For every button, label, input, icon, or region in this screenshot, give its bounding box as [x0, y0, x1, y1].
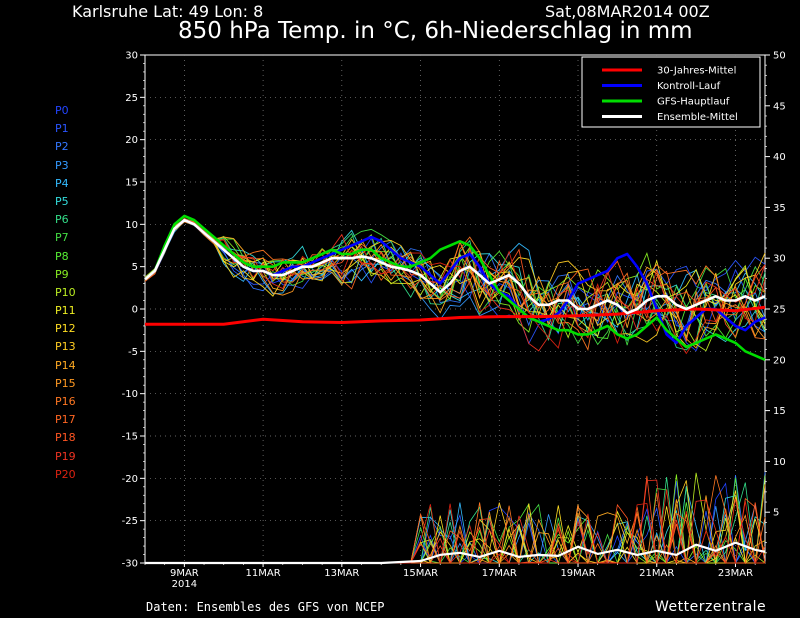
brand-label: Wetterzentrale — [655, 599, 767, 615]
y-right-tick-label: 25 — [773, 305, 786, 316]
member-label-p2: P2 — [55, 140, 69, 154]
x-tick-label: 15MAR — [403, 568, 438, 579]
y-left-tick-label: 0 — [132, 305, 138, 316]
y-left-tick-label: 5 — [132, 262, 138, 273]
member-label-p18: P18 — [55, 431, 76, 445]
y-left-tick-label: -20 — [122, 474, 138, 485]
legend-label: 30-Jahres-Mittel — [657, 66, 736, 77]
x-tick-label: 13MAR — [324, 568, 359, 579]
legend-label: GFS-Hauptlauf — [657, 97, 730, 108]
y-left-tick-label: -15 — [122, 432, 138, 443]
member-label-p13: P13 — [55, 340, 76, 354]
x-tick-label: 9MAR — [170, 568, 199, 579]
y-left-tick-label: 30 — [125, 51, 138, 62]
legend-label: Ensemble-Mittel — [657, 112, 738, 123]
y-right-tick-label: 45 — [773, 101, 786, 112]
member-label-p3: P3 — [55, 158, 69, 172]
climate-mean-line — [145, 305, 766, 326]
x-tick-label: 21MAR — [639, 568, 674, 579]
y-left-tick-label: -25 — [122, 516, 138, 527]
y-right-tick-label: 40 — [773, 152, 786, 163]
member-label-p1: P1 — [55, 122, 69, 136]
data-source-label: Daten: Ensembles des GFS von NCEP — [146, 600, 385, 614]
y-right-tick-label: 15 — [773, 406, 786, 417]
y-left-tick-label: 25 — [125, 93, 138, 104]
member-label-p14: P14 — [55, 358, 76, 372]
chart-title: 850 hPa Temp. in °C, 6h-Niederschlag in … — [178, 18, 693, 44]
ensemble-mean-precip-line — [145, 541, 766, 565]
member-line-p15 — [144, 220, 766, 341]
y-right-tick-label: 30 — [773, 254, 786, 265]
member-label-p16: P16 — [55, 395, 76, 408]
ensemble-mean-line — [144, 218, 766, 315]
x-tick-label: 19MAR — [560, 568, 595, 579]
x-tick-sublabel: 2014 — [172, 579, 197, 590]
member-label-p4: P4 — [55, 176, 69, 190]
y-right-tick-label: 5 — [773, 508, 779, 519]
member-label-p12: P12 — [55, 322, 76, 336]
x-tick-label: 17MAR — [482, 568, 517, 579]
member-label-p7: P7 — [55, 231, 69, 245]
x-tick-label: 11MAR — [246, 568, 281, 579]
member-line-p4 — [144, 220, 766, 328]
y-left-tick-label: -5 — [128, 347, 138, 358]
ensemble-member-list: P0 P1 P2 P3 P4 P5 P6 P7 P8 P9 P10 P11 P12 P13 P14 P15 P1… — [55, 102, 76, 484]
member-label-p6: P6 — [55, 213, 69, 227]
legend-label: Kontroll-Lauf — [657, 81, 721, 92]
member-line-p16 — [144, 219, 766, 351]
gfs-main-run-line — [144, 214, 766, 361]
member-label-p0: P0 — [55, 104, 69, 117]
member-label-p5: P5 — [55, 194, 69, 208]
member-label-p11: P11 — [55, 304, 76, 318]
run-date-label: Sat,08MAR2014 00Z — [545, 2, 710, 21]
member-label-p19: P19 — [55, 449, 76, 463]
y-left-tick-label: -10 — [122, 389, 138, 400]
location-label: Karlsruhe Lat: 49 Lon: 8 — [72, 2, 264, 21]
x-tick-label: 23MAR — [718, 568, 753, 579]
y-left-tick-label: 15 — [125, 178, 138, 189]
y-left-tick-label: 20 — [125, 135, 138, 146]
member-label-p20: P20 — [55, 467, 76, 481]
y-left-tick-label: -30 — [122, 559, 138, 570]
y-right-tick-label: 50 — [773, 51, 786, 62]
member-label-p10: P10 — [55, 285, 76, 299]
legend: 30-Jahres-Mittel Kontroll-Lauf GFS-Hauptla… — [581, 56, 761, 128]
y-left-tick-label: 10 — [125, 220, 138, 231]
member-line-p19 — [144, 221, 766, 352]
y-right-tick-label: 20 — [773, 355, 786, 366]
member-label-p17: P17 — [55, 413, 76, 427]
y-right-tick-label: 10 — [773, 457, 786, 468]
member-label-p8: P8 — [55, 249, 69, 263]
y-right-tick-label: 35 — [773, 203, 786, 214]
member-label-p9: P9 — [55, 267, 69, 281]
member-label-p15: P15 — [55, 376, 76, 390]
